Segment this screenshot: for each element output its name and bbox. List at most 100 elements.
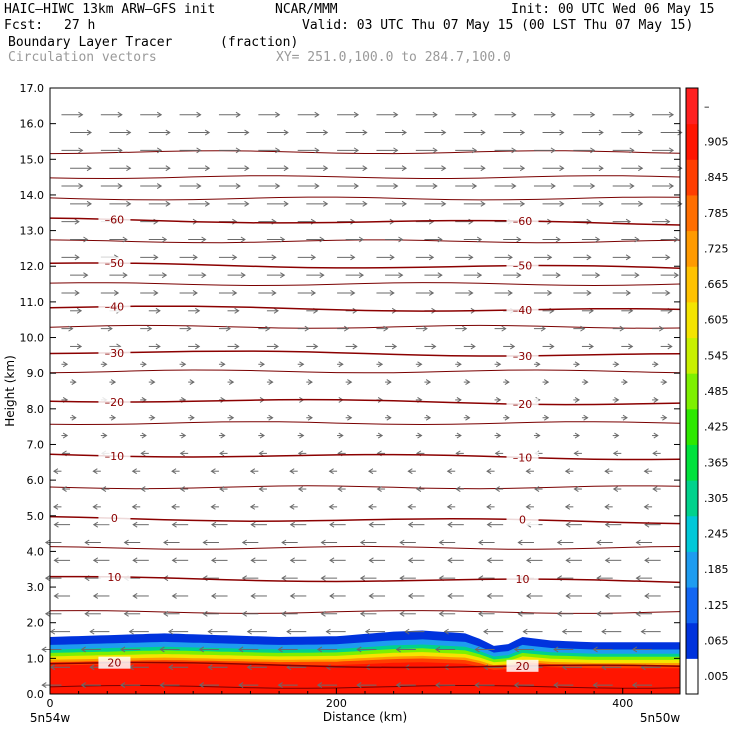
wind-vector-head <box>522 628 528 635</box>
colorbar-label: .665 <box>704 278 729 291</box>
colorbar-segment <box>686 622 698 659</box>
wind-vector-head <box>163 539 169 546</box>
x-right-location: 5n50w <box>640 711 681 725</box>
wind-vector-head <box>153 254 159 261</box>
wind-vector-head <box>486 468 492 475</box>
wind-vector-head <box>123 539 129 546</box>
wind-vector-head <box>470 343 476 350</box>
wind-vector-head <box>179 486 185 492</box>
temperature-contour <box>50 575 681 584</box>
wind-vector-head <box>644 593 650 599</box>
wind-vector-head <box>92 503 98 510</box>
y-tick-label: 10.0 <box>20 332 45 345</box>
temperature-contour-label: 10 <box>107 571 121 584</box>
wind-vector-head <box>456 361 462 368</box>
wind-vector-head <box>496 396 502 403</box>
wind-vector-head <box>44 575 51 582</box>
wind-vector-head <box>240 236 246 243</box>
wind-vector-head <box>283 200 289 207</box>
wind-vector-head <box>76 343 83 350</box>
aux-contour-1 <box>49 610 681 614</box>
colorbar-label: .365 <box>704 456 729 469</box>
temperature-contour <box>49 350 681 357</box>
wind-vector-head <box>319 236 325 243</box>
wind-vector-head <box>41 646 47 653</box>
wind-vector-head <box>565 593 571 599</box>
wind-vector-head <box>435 646 441 653</box>
wind-vector-head <box>314 147 320 154</box>
y-tick-label: 12.0 <box>20 260 45 273</box>
overlay-label: Circulation vectors <box>8 50 157 65</box>
wind-vector-head <box>207 628 213 635</box>
wind-vector-head <box>622 414 628 421</box>
wind-vector-head <box>350 254 356 261</box>
temperature-contour <box>49 515 681 525</box>
wind-vector-head <box>525 503 531 510</box>
wind-vector-head <box>604 593 610 599</box>
colorbar-label: .905 <box>704 135 729 148</box>
wind-vector-head <box>147 325 153 332</box>
wind-vector-head <box>574 396 580 403</box>
wind-vector-head <box>486 557 492 564</box>
wind-vector-head <box>281 610 287 617</box>
wind-vector-head <box>140 486 146 492</box>
wind-vector-head <box>163 610 169 617</box>
wind-vector-head <box>425 379 432 386</box>
wind-vector-head <box>517 539 523 546</box>
wind-vector-head <box>289 468 295 475</box>
wind-vector-head <box>401 200 407 207</box>
wind-vector-head <box>604 557 610 564</box>
wind-vector-head <box>543 414 550 421</box>
wind-vector-head <box>604 468 610 475</box>
wind-vector-head <box>117 183 123 189</box>
wind-vector-head <box>219 450 225 457</box>
colorbar-label: .425 <box>704 421 729 434</box>
contour-label-bg <box>506 451 539 464</box>
temperature-contour-label: 0 <box>111 512 118 525</box>
wind-vector-head <box>241 539 247 546</box>
temperature-contour-label: –50 <box>513 260 533 273</box>
colorbar-segment <box>686 480 698 517</box>
wind-vector-head <box>358 272 365 279</box>
wind-vector-head <box>132 593 138 599</box>
wind-vector-head <box>232 254 238 261</box>
wind-vector-head <box>496 361 502 368</box>
wind-vector-head <box>668 183 675 189</box>
wind-vector-head <box>592 646 598 653</box>
wind-vector-head <box>289 521 295 528</box>
temperature-contour <box>49 305 681 312</box>
temperature-contour <box>49 453 681 461</box>
temperature-contour-label: –30 <box>105 347 125 360</box>
wind-vector-head <box>383 325 389 332</box>
wind-vector-head <box>92 593 99 599</box>
wind-vector-head <box>643 503 649 510</box>
wind-vector-head <box>526 593 532 599</box>
wind-vector-head <box>496 432 502 439</box>
wind-vector-head <box>407 503 413 510</box>
wind-vector-head <box>53 593 59 599</box>
wind-vector-head <box>596 539 602 546</box>
y-tick-label: 1.0 <box>27 652 45 665</box>
wind-vector-head <box>258 450 264 457</box>
wind-vector-head <box>631 646 638 653</box>
wind-vector-head <box>235 147 241 154</box>
wind-vector-head <box>565 521 571 528</box>
wind-vector-head <box>395 646 401 653</box>
wind-vector-head <box>644 557 650 564</box>
wind-vector-head <box>117 111 123 118</box>
y-tick-label: 3.0 <box>27 581 45 594</box>
wind-vector-head <box>368 468 374 475</box>
colorbar-segment <box>686 88 698 125</box>
wind-vector-head <box>181 361 187 368</box>
wind-vector-head <box>643 468 649 475</box>
wind-vector-head <box>313 343 319 350</box>
wind-vector-head <box>110 414 117 421</box>
wind-vector-head <box>435 682 441 689</box>
wind-vector-head <box>204 165 211 172</box>
wind-vector-head <box>89 664 95 671</box>
wind-vector-head <box>71 379 77 386</box>
wind-vector-head <box>113 290 120 296</box>
wind-vector-head <box>325 628 331 635</box>
aux-contour-7 <box>49 282 681 287</box>
wind-vector-head <box>447 593 453 599</box>
